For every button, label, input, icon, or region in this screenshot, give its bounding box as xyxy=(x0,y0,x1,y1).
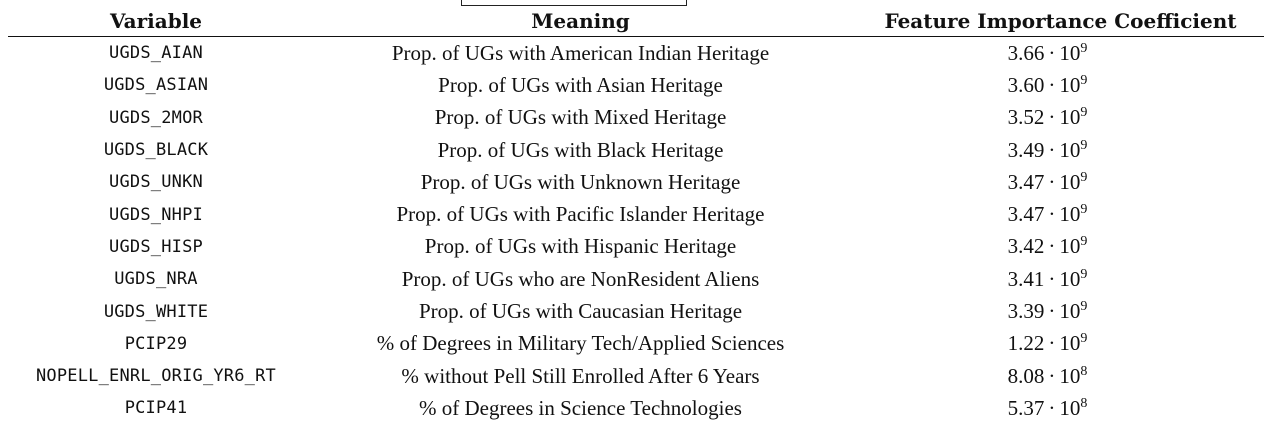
coefficient-exponent: 9 xyxy=(1080,105,1088,121)
coefficient-exponent: 9 xyxy=(1080,331,1088,347)
table-row: UGDS_UNKN Prop. of UGs with Unknown Heri… xyxy=(8,166,1264,198)
meaning-cell: Prop. of UGs with American Indian Herita… xyxy=(391,40,770,65)
coefficient-base: 10 xyxy=(1059,266,1081,291)
variable-cell: UGDS_BLACK xyxy=(103,140,209,161)
feature-importance-table: Variable Meaning Feature Importance Coef… xyxy=(8,6,1264,425)
meaning-cell: Prop. of UGs with Pacific Islander Herit… xyxy=(396,202,765,227)
coefficient-mantissa: 3.47 xyxy=(1007,169,1045,194)
table-row: UGDS_BLACK Prop. of UGs with Black Herit… xyxy=(8,134,1264,166)
coefficient-base: 10 xyxy=(1059,202,1081,227)
coefficient-column-header: Feature Importance Coefficient xyxy=(857,6,1264,37)
variable-cell: PCIP29 xyxy=(124,333,188,354)
meaning-cell: Prop. of UGs with Black Heritage xyxy=(437,137,724,162)
table-row: UGDS_NRA Prop. of UGs who are NonResiden… xyxy=(8,263,1264,295)
coefficient-base: 10 xyxy=(1059,105,1081,130)
coefficient-mantissa: 3.41 xyxy=(1007,266,1045,291)
coefficient-mantissa: 3.66 xyxy=(1007,40,1045,65)
coefficient-exponent: 8 xyxy=(1080,395,1088,411)
meaning-cell: Prop. of UGs with Unknown Heritage xyxy=(420,169,741,194)
coefficient-exponent: 9 xyxy=(1080,299,1088,315)
top-caption-box xyxy=(461,0,687,6)
coefficient-base: 10 xyxy=(1059,72,1081,97)
coefficient-base: 10 xyxy=(1059,331,1081,356)
coefficient-base: 10 xyxy=(1059,299,1081,324)
meaning-cell: Prop. of UGs who are NonResident Aliens xyxy=(401,266,760,291)
variable-cell: UGDS_WHITE xyxy=(103,301,209,322)
coefficient-mantissa: 5.37 xyxy=(1007,395,1045,420)
variable-cell: UGDS_ASIAN xyxy=(103,75,209,96)
coefficient-mantissa: 3.47 xyxy=(1007,202,1045,227)
coefficient-cell: 5.37 · 108 xyxy=(1007,395,1088,420)
coefficient-exponent: 9 xyxy=(1080,40,1088,56)
table-row: UGDS_HISP Prop. of UGs with Hispanic Her… xyxy=(8,231,1264,263)
coefficient-cell: 3.52 · 109 xyxy=(1007,105,1088,130)
coefficient-cell: 3.41 · 109 xyxy=(1007,266,1088,291)
coefficient-cell: 3.66 · 109 xyxy=(1007,40,1088,65)
coefficient-exponent: 9 xyxy=(1080,202,1088,218)
coefficient-base: 10 xyxy=(1059,395,1081,420)
table-row: UGDS_WHITE Prop. of UGs with Caucasian H… xyxy=(8,295,1264,327)
coefficient-cell: 3.47 · 109 xyxy=(1007,169,1088,194)
meaning-cell: % of Degrees in Military Tech/Applied Sc… xyxy=(376,331,785,356)
coefficient-exponent: 9 xyxy=(1080,266,1088,282)
meaning-cell: % without Pell Still Enrolled After 6 Ye… xyxy=(401,363,760,388)
coefficient-exponent: 9 xyxy=(1080,137,1088,153)
table-row: UGDS_ASIAN Prop. of UGs with Asian Herit… xyxy=(8,69,1264,101)
variable-cell: UGDS_AIAN xyxy=(109,43,203,64)
meaning-cell: % of Degrees in Science Technologies xyxy=(419,395,742,420)
table-row: UGDS_AIAN Prop. of UGs with American Ind… xyxy=(8,37,1264,70)
table-row: UGDS_NHPI Prop. of UGs with Pacific Isla… xyxy=(8,198,1264,230)
coefficient-base: 10 xyxy=(1059,234,1081,259)
coefficient-mantissa: 8.08 xyxy=(1007,363,1045,388)
coefficient-mantissa: 3.52 xyxy=(1007,105,1045,130)
coefficient-exponent: 9 xyxy=(1080,72,1088,88)
meaning-cell: Prop. of UGs with Caucasian Heritage xyxy=(418,299,743,324)
coefficient-base: 10 xyxy=(1059,40,1081,65)
meaning-cell: Prop. of UGs with Hispanic Heritage xyxy=(424,234,737,259)
meaning-cell: Prop. of UGs with Mixed Heritage xyxy=(434,105,727,130)
meaning-cell: Prop. of UGs with Asian Heritage xyxy=(438,72,723,97)
variable-cell: NOPELL_ENRL_ORIG_YR6_RT xyxy=(35,366,276,387)
coefficient-cell: 3.60 · 109 xyxy=(1007,72,1088,97)
coefficient-cell: 1.22 · 109 xyxy=(1007,331,1088,356)
coefficient-exponent: 8 xyxy=(1080,363,1088,379)
variable-cell: UGDS_UNKN xyxy=(109,172,203,193)
coefficient-mantissa: 3.60 xyxy=(1007,72,1045,97)
coefficient-mantissa: 3.49 xyxy=(1007,137,1045,162)
coefficient-cell: 3.42 · 109 xyxy=(1007,234,1088,259)
variable-column-header: Variable xyxy=(8,6,304,37)
coefficient-cell: 3.39 · 109 xyxy=(1007,299,1088,324)
table-header-row: Variable Meaning Feature Importance Coef… xyxy=(8,6,1264,37)
table-row: PCIP29 % of Degrees in Military Tech/App… xyxy=(8,328,1264,360)
coefficient-mantissa: 3.42 xyxy=(1007,234,1045,259)
coefficient-mantissa: 3.39 xyxy=(1007,299,1045,324)
coefficient-base: 10 xyxy=(1059,363,1081,388)
coefficient-base: 10 xyxy=(1059,169,1081,194)
variable-cell: UGDS_NRA xyxy=(114,269,198,290)
coefficient-base: 10 xyxy=(1059,137,1081,162)
coefficient-exponent: 9 xyxy=(1080,169,1088,185)
table-row: PCIP41 % of Degrees in Science Technolog… xyxy=(8,392,1264,424)
table-row: UGDS_2MOR Prop. of UGs with Mixed Herita… xyxy=(8,102,1264,134)
table-row: NOPELL_ENRL_ORIG_YR6_RT % without Pell S… xyxy=(8,360,1264,392)
variable-cell: UGDS_HISP xyxy=(109,236,203,257)
coefficient-cell: 3.47 · 109 xyxy=(1007,202,1088,227)
coefficient-cell: 8.08 · 108 xyxy=(1007,363,1088,388)
variable-cell: PCIP41 xyxy=(124,398,188,419)
coefficient-cell: 3.49 · 109 xyxy=(1007,137,1088,162)
variable-cell: UGDS_2MOR xyxy=(109,107,203,128)
coefficient-exponent: 9 xyxy=(1080,234,1088,250)
variable-cell: UGDS_NHPI xyxy=(109,204,203,225)
coefficient-mantissa: 1.22 xyxy=(1007,331,1045,356)
meaning-column-header: Meaning xyxy=(304,6,857,37)
